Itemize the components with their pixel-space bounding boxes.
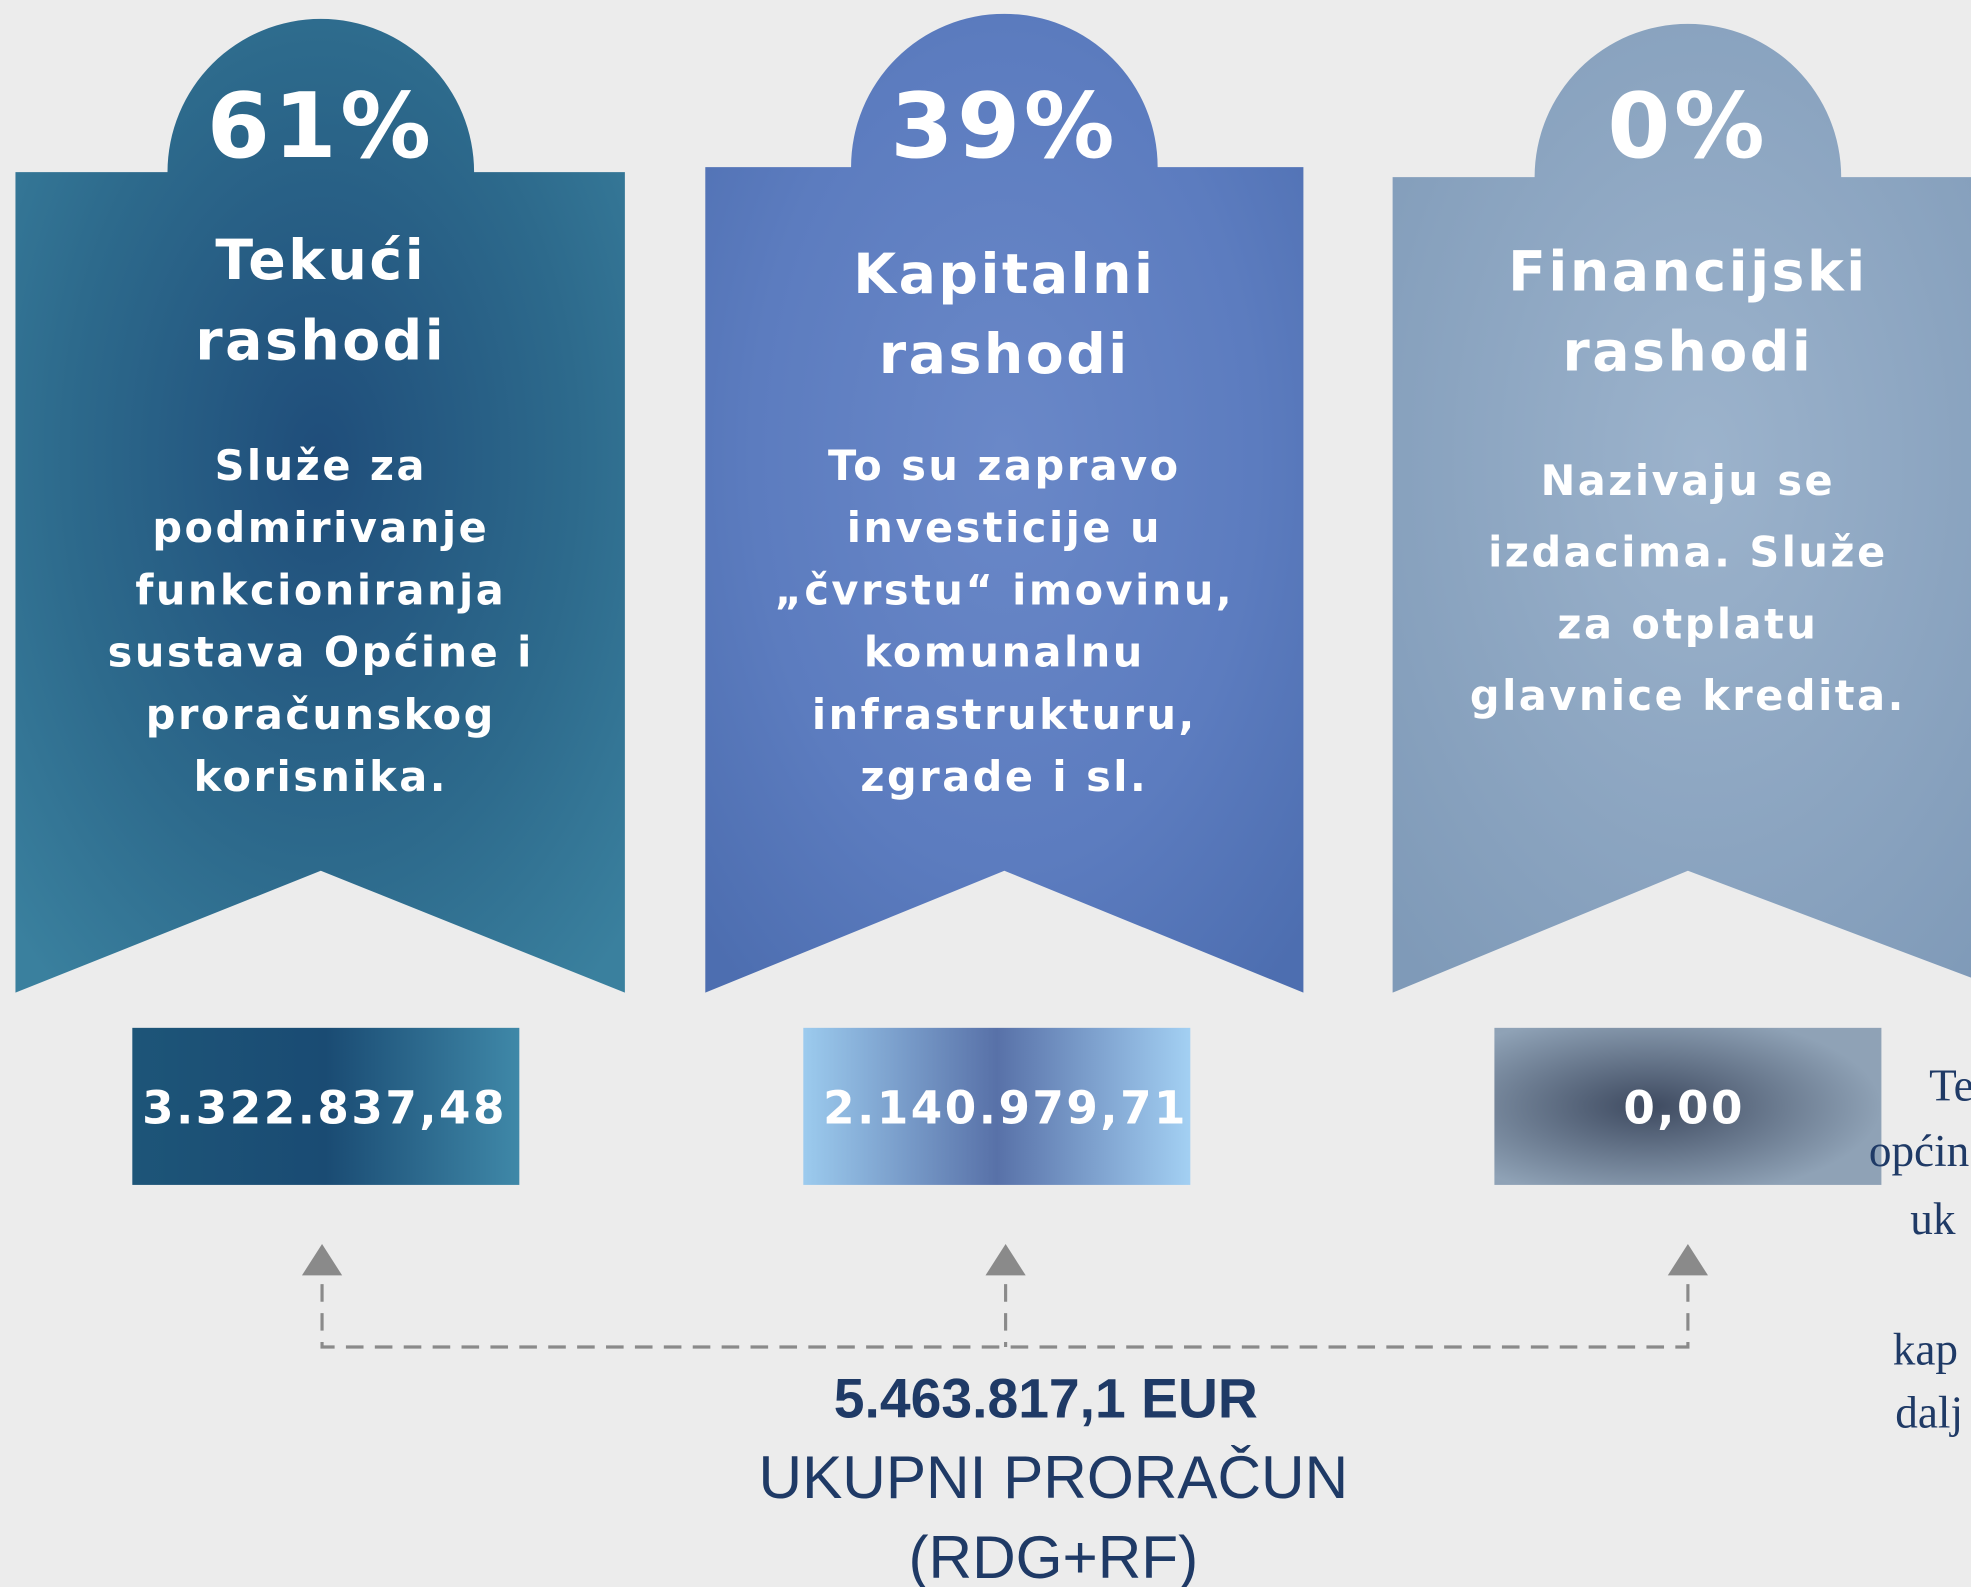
side-text: uk xyxy=(1910,1194,1956,1244)
total-amount: 5.463.817,1 EUR xyxy=(834,1367,1258,1429)
card-description: „čvrstu“ imovinu, xyxy=(775,566,1235,614)
card-description: izdacima. Služe xyxy=(1488,529,1888,577)
percent: 61% xyxy=(207,74,435,179)
card-description: Služe za xyxy=(215,442,427,490)
amount-box xyxy=(132,1027,520,1185)
percent: 39% xyxy=(890,74,1118,179)
arrow-heads xyxy=(301,1243,1709,1276)
card-description: proračunskog xyxy=(146,691,496,739)
banner xyxy=(705,13,1304,993)
banner xyxy=(15,18,625,993)
amount: 2.140.979,71 xyxy=(823,1081,1188,1134)
side-text: Te xyxy=(1929,1061,1971,1111)
card-description: komunalnu xyxy=(864,629,1145,677)
side-text: kap xyxy=(1893,1325,1958,1375)
card-description: za otplatu xyxy=(1557,600,1818,648)
card-title: rashodi xyxy=(1562,321,1813,385)
card-title: Kapitalni xyxy=(853,243,1155,307)
card-description: glavnice kredita. xyxy=(1470,672,1906,720)
card-title: Tekući xyxy=(215,229,426,293)
total-sublabel: (RDG+RF) xyxy=(908,1523,1198,1587)
card-description: To su zapravo xyxy=(828,442,1181,490)
card-description: podmirivanje xyxy=(152,504,489,552)
connector xyxy=(320,1284,1690,1349)
card-description: infrastrukturu, xyxy=(812,691,1197,739)
percent: 0% xyxy=(1607,74,1768,179)
card-description: korisnika. xyxy=(194,753,448,801)
card-description: zgrade i sl. xyxy=(860,753,1148,801)
card-title: Financijski xyxy=(1508,240,1868,304)
card-description: sustava Općine i xyxy=(108,629,534,677)
amount-box xyxy=(1494,1027,1882,1185)
card-description: investicije u xyxy=(847,504,1162,552)
card-title: rashodi xyxy=(195,309,446,373)
card-description: Nazivaju se xyxy=(1541,457,1836,505)
total-label: UKUPNI PRORAČUN xyxy=(759,1443,1349,1511)
amount: 3.322.837,48 xyxy=(142,1081,507,1134)
side-text: općin xyxy=(1869,1126,1969,1176)
amount: 0,00 xyxy=(1623,1081,1745,1134)
amount-box xyxy=(803,1027,1191,1185)
card-title: rashodi xyxy=(879,323,1130,387)
card-description: funkcioniranja xyxy=(135,566,506,614)
banner xyxy=(1392,23,1971,993)
side-text: dalj xyxy=(1895,1387,1963,1437)
